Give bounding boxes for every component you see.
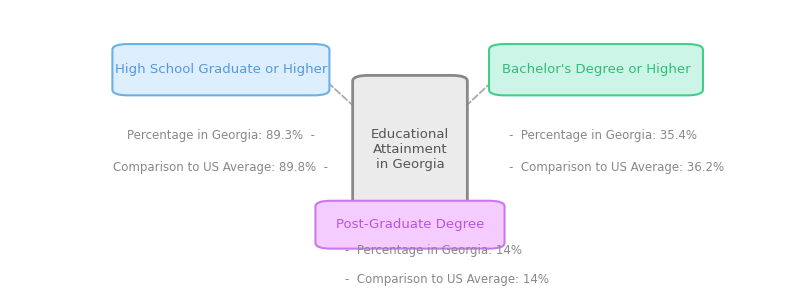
Text: High School Graduate or Higher: High School Graduate or Higher xyxy=(114,63,327,76)
FancyBboxPatch shape xyxy=(315,201,505,249)
Text: -  Percentage in Georgia: 35.4%: - Percentage in Georgia: 35.4% xyxy=(510,129,698,142)
Text: Educational
Attainment
in Georgia: Educational Attainment in Georgia xyxy=(371,128,449,171)
Text: -  Comparison to US Average: 36.2%: - Comparison to US Average: 36.2% xyxy=(510,161,724,174)
Text: -  Comparison to US Average: 14%: - Comparison to US Average: 14% xyxy=(345,273,549,286)
Text: Comparison to US Average: 89.8%  -: Comparison to US Average: 89.8% - xyxy=(114,161,328,174)
Text: Percentage in Georgia: 89.3%  -: Percentage in Georgia: 89.3% - xyxy=(127,129,315,142)
FancyBboxPatch shape xyxy=(353,75,467,223)
Text: Bachelor's Degree or Higher: Bachelor's Degree or Higher xyxy=(502,63,690,76)
FancyBboxPatch shape xyxy=(489,44,703,95)
FancyBboxPatch shape xyxy=(112,44,330,95)
Text: -  Percentage in Georgia: 14%: - Percentage in Georgia: 14% xyxy=(345,244,522,258)
Text: Post-Graduate Degree: Post-Graduate Degree xyxy=(336,218,484,231)
